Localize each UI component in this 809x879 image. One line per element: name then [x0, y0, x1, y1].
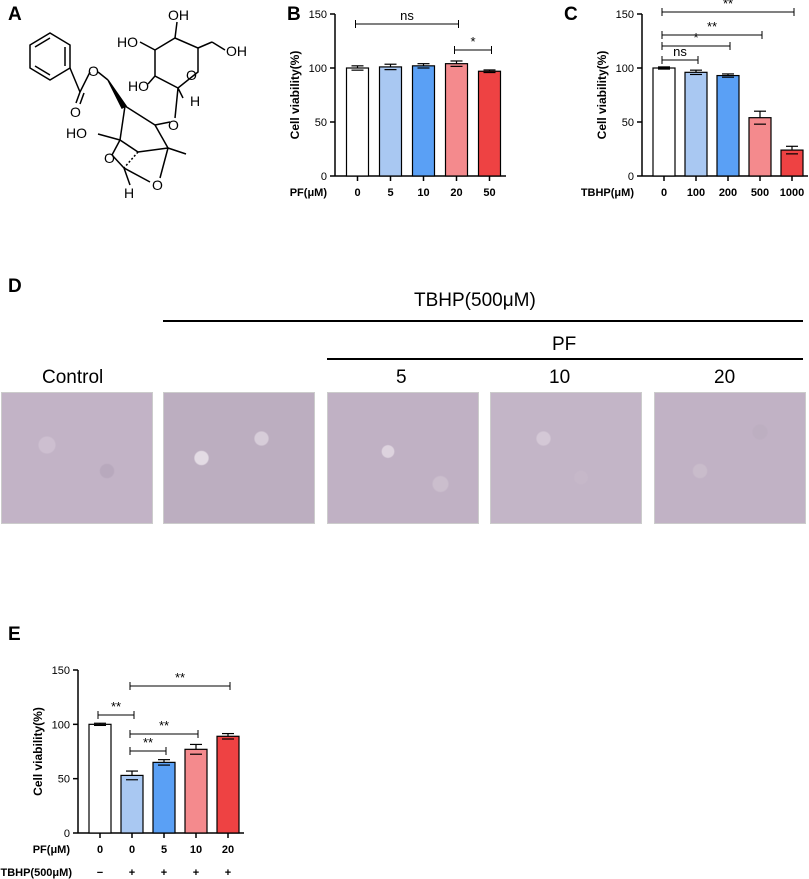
atom-o-carbonyl: O	[70, 104, 81, 120]
chart-c-x-tick-label: 500	[751, 187, 769, 199]
chart-e-x-tick-label: 10	[190, 844, 202, 856]
atom-o-core-right: O	[152, 177, 163, 193]
chart-b-y-tick-label: 50	[315, 117, 327, 129]
chart-b-bar	[444, 63, 469, 177]
chart-b: 0 50 100 150 Cell viability(%) 0 5 10 20 50 PF(μM)…	[288, 8, 506, 199]
chart-c-bar	[684, 71, 708, 177]
chart-b-bar	[411, 65, 436, 177]
chart-c-y-tick-label: 150	[616, 9, 634, 21]
pf-line	[327, 358, 803, 360]
chart-b-x-tick-label: 10	[417, 187, 429, 199]
atom-h-bottom: H	[124, 185, 134, 201]
chart-c-x-tick-label: 100	[687, 187, 705, 199]
micrograph-control	[1, 392, 153, 524]
chart-c-y-tick-label: 0	[628, 171, 634, 183]
chart-c-x-tick-label: 0	[661, 187, 667, 199]
chart-e-x-tick-label: 20	[222, 844, 234, 856]
chart-e-bar	[152, 761, 176, 834]
chart-e-y-tick-label: 150	[52, 665, 70, 677]
chart-b-bar	[345, 67, 370, 177]
chart-c-bar	[748, 117, 772, 177]
molecule-structure: OH HO OH HO O H O HO O O O O H	[29, 7, 247, 201]
chart-c-x-tick-label: 200	[719, 187, 737, 199]
chart-e-x-tick-label: 0	[97, 844, 103, 856]
chart-b-y-tick-label: 100	[309, 63, 327, 75]
chart-e-sig-label: **	[159, 718, 169, 733]
chart-c-sig-label: ns	[673, 44, 687, 59]
panel-letter-d: D	[8, 276, 22, 297]
chart-e-bar	[88, 723, 112, 834]
chart-c-bar	[716, 74, 740, 177]
chart-e-y-tick-label: 100	[52, 719, 70, 731]
chart-e-sig-label: **	[175, 670, 185, 685]
chart-b-sig-label: *	[470, 34, 475, 49]
chart-e-bar	[184, 748, 208, 834]
chart-b-x-tick-label: 5	[387, 187, 393, 199]
atom-oh-top: OH	[168, 7, 189, 23]
atom-ho-left: HO	[117, 34, 138, 50]
pf-header: PF	[552, 334, 577, 355]
chart-b-sig-label: ns	[400, 8, 414, 23]
chart-e-tbhp-sign: −	[97, 867, 103, 879]
chart-e-sig-label: **	[111, 699, 121, 714]
chart-c-x-tick-label: 1000	[780, 187, 804, 199]
chart-e-tbhp-sign: +	[161, 867, 167, 879]
atom-o-ring: O	[186, 67, 197, 83]
micrograph-pf5	[327, 392, 479, 524]
dose-label-10: 10	[549, 367, 571, 388]
atom-o-core-left: O	[104, 150, 115, 166]
chart-b-y-tick-label: 150	[309, 9, 327, 21]
atom-h-anomeric: H	[190, 93, 200, 109]
chart-b-bar	[378, 66, 403, 177]
chart-b-x-tick-label: 20	[450, 187, 462, 199]
chart-c-sig-label: **	[707, 19, 717, 34]
chart-b-x-tick-label: 0	[354, 187, 360, 199]
panel-letter-a: A	[8, 4, 22, 25]
chart-c-x-label: TBHP(μM)	[581, 187, 635, 199]
chart-c-bar	[652, 67, 676, 177]
atom-ho-lower: HO	[128, 78, 149, 94]
chart-e-row-label-pf: PF(μM)	[33, 844, 71, 856]
chart-e-tbhp-sign: +	[129, 867, 135, 879]
atom-ho-core: HO	[66, 125, 87, 141]
panel-letter-e: E	[8, 624, 21, 645]
chart-c-y-label: Cell viability(%)	[595, 51, 609, 140]
chart-b-x-tick-label: 50	[483, 187, 495, 199]
chart-b-bar	[477, 70, 502, 177]
chart-e-sig-label: **	[143, 735, 153, 750]
chart-b-x-label: PF(μM)	[290, 187, 328, 199]
micrograph-tbhp	[163, 392, 315, 524]
tbhp-line	[163, 320, 803, 322]
control-label: Control	[42, 367, 104, 388]
chart-e: 0 50 100 150 Cell viability(%) 0 0 5 10 20 ** ** ** *…	[0, 665, 244, 879]
atom-o-ester: O	[88, 63, 99, 79]
chart-e-x-tick-label: 0	[129, 844, 135, 856]
atom-o-glycoside: O	[168, 117, 179, 133]
chart-c-y-tick-label: 50	[622, 117, 634, 129]
chart-e-y-label: Cell viability(%)	[31, 707, 45, 796]
micrograph-pf20	[654, 392, 806, 524]
chart-c: 0 50 100 150 Cell viability(%) 0 100 200 500 1000…	[581, 0, 808, 199]
atom-oh-right: OH	[226, 43, 247, 59]
chart-c-sig-label: *	[693, 30, 698, 45]
panel-letter-c: C	[564, 4, 578, 25]
chart-e-bar	[216, 735, 240, 834]
chart-e-y-tick-label: 0	[64, 828, 70, 840]
dose-label-5: 5	[396, 367, 407, 388]
micrograph-pf10	[490, 392, 642, 524]
chart-e-row-label-tbhp: TBHP(500μM)	[0, 867, 72, 879]
chart-e-y-tick-label: 50	[58, 774, 70, 786]
tbhp-header: TBHP(500μM)	[414, 290, 536, 311]
chart-c-sig-label: **	[723, 0, 733, 11]
chart-b-y-tick-label: 0	[321, 171, 327, 183]
panel-letter-b: B	[287, 4, 301, 25]
chart-e-bar	[120, 774, 144, 834]
chart-e-tbhp-sign: +	[193, 867, 199, 879]
dose-label-20: 20	[714, 367, 736, 388]
chart-e-tbhp-sign: +	[225, 867, 231, 879]
chart-e-x-tick-label: 5	[161, 844, 167, 856]
chart-c-y-tick-label: 100	[616, 63, 634, 75]
chart-b-y-label: Cell viability(%)	[288, 51, 302, 140]
